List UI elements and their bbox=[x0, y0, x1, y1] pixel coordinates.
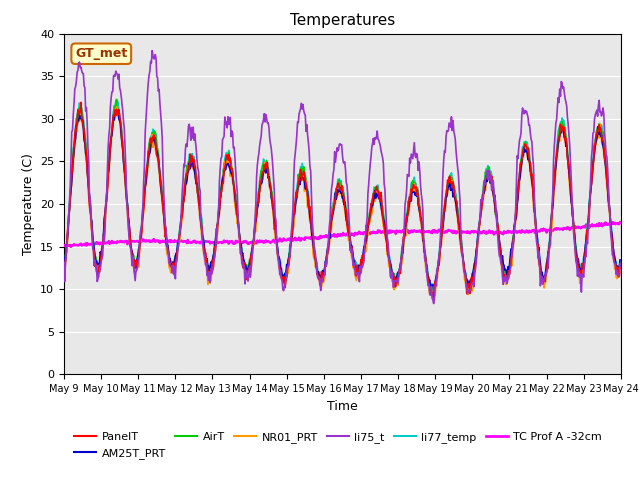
Legend: PanelT, AM25T_PRT, AirT, NR01_PRT, li75_t, li77_temp, TC Prof A -32cm: PanelT, AM25T_PRT, AirT, NR01_PRT, li75_… bbox=[70, 428, 607, 463]
Y-axis label: Temperature (C): Temperature (C) bbox=[22, 153, 35, 255]
Title: Temperatures: Temperatures bbox=[290, 13, 395, 28]
Text: GT_met: GT_met bbox=[75, 47, 127, 60]
X-axis label: Time: Time bbox=[327, 400, 358, 413]
